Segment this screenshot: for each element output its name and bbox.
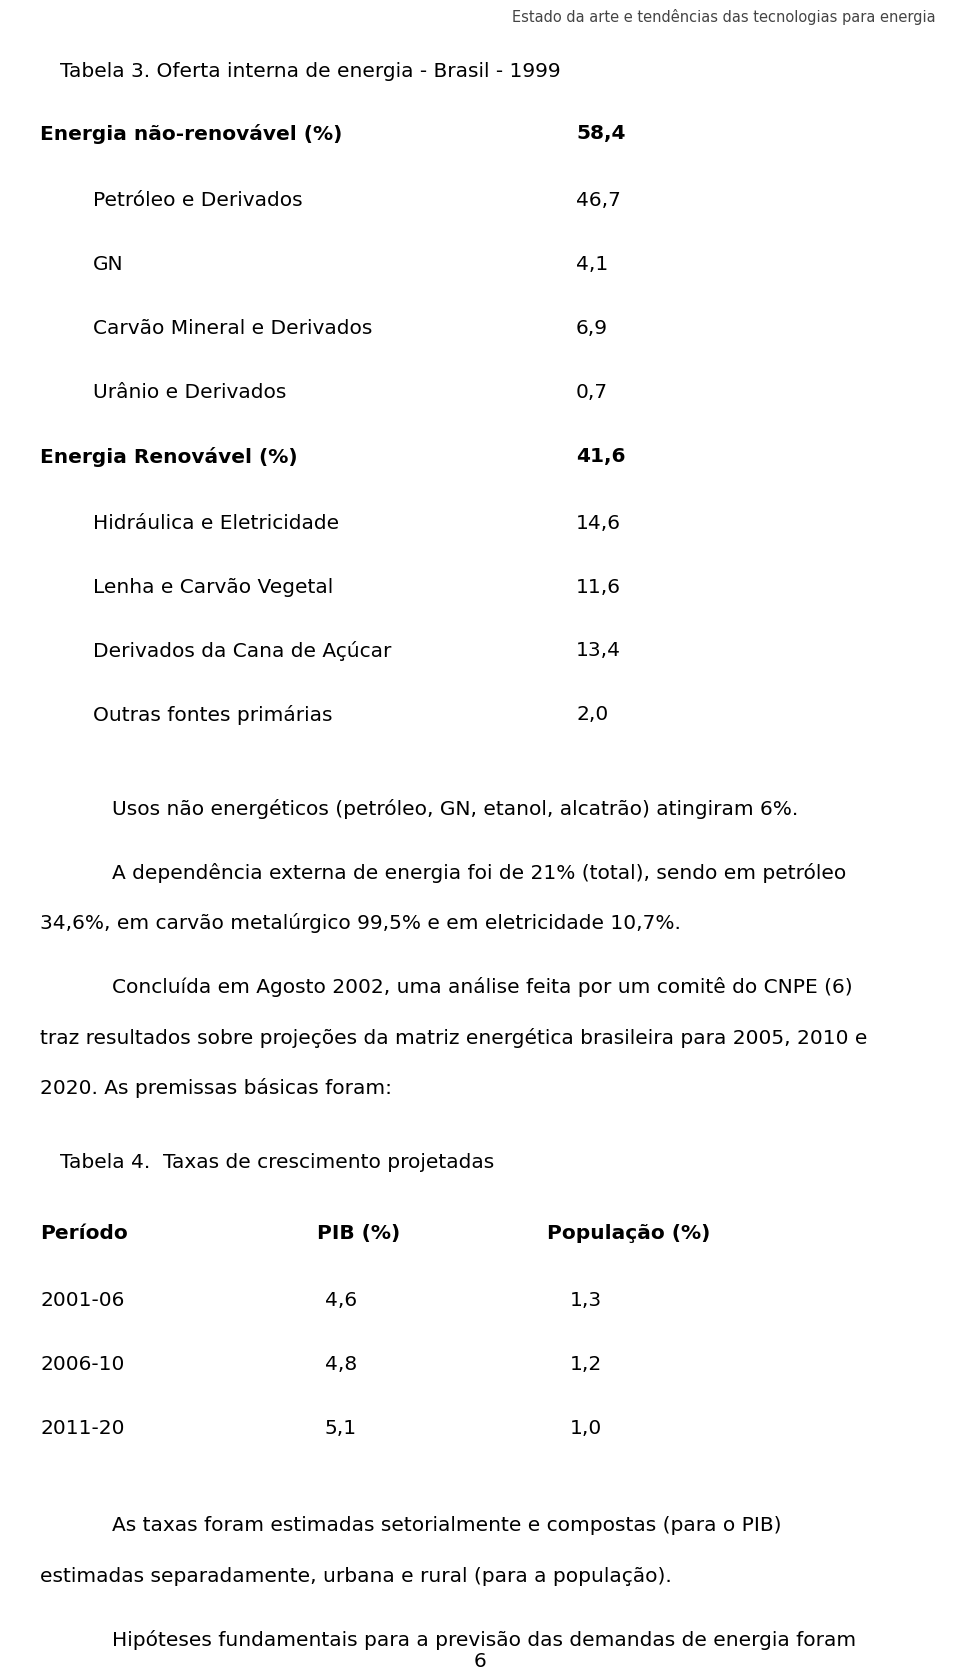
Text: 2020. As premissas básicas foram:: 2020. As premissas básicas foram: <box>40 1078 393 1098</box>
Text: 46,7: 46,7 <box>576 191 621 210</box>
Text: 11,6: 11,6 <box>576 578 621 596</box>
Text: 5,1: 5,1 <box>324 1419 357 1437</box>
Text: Lenha e Carvão Vegetal: Lenha e Carvão Vegetal <box>93 578 333 596</box>
Text: 6: 6 <box>473 1652 487 1671</box>
Text: GN: GN <box>93 255 124 274</box>
Text: Estado da arte e tendências das tecnologias para energia: Estado da arte e tendências das tecnolog… <box>513 8 936 25</box>
Text: 2011-20: 2011-20 <box>40 1419 125 1437</box>
Text: 2006-10: 2006-10 <box>40 1355 125 1373</box>
Text: Petróleo e Derivados: Petróleo e Derivados <box>93 191 302 210</box>
Text: Outras fontes primárias: Outras fontes primárias <box>93 705 332 725</box>
Text: 34,6%, em carvão metalúrgico 99,5% e em eletricidade 10,7%.: 34,6%, em carvão metalúrgico 99,5% e em … <box>40 913 682 934</box>
Text: 1,0: 1,0 <box>569 1419 602 1437</box>
Text: 41,6: 41,6 <box>576 447 626 465</box>
Text: As taxas foram estimadas setorialmente e compostas (para o PIB): As taxas foram estimadas setorialmente e… <box>112 1516 781 1535</box>
Text: Hipóteses fundamentais para a previsão das demandas de energia foram: Hipóteses fundamentais para a previsão d… <box>112 1630 856 1650</box>
Text: 4,6: 4,6 <box>324 1291 357 1310</box>
Text: 2,0: 2,0 <box>576 705 609 724</box>
Text: 4,8: 4,8 <box>324 1355 357 1373</box>
Text: 14,6: 14,6 <box>576 514 621 532</box>
Text: Usos não energéticos (petróleo, GN, etanol, alcatrão) atingiram 6%.: Usos não energéticos (petróleo, GN, etan… <box>112 799 799 819</box>
Text: Energia Renovável (%): Energia Renovável (%) <box>40 447 298 467</box>
Text: PIB (%): PIB (%) <box>317 1224 400 1242</box>
Text: Derivados da Cana de Açúcar: Derivados da Cana de Açúcar <box>93 641 392 662</box>
Text: 0,7: 0,7 <box>576 383 608 401</box>
Text: Urânio e Derivados: Urânio e Derivados <box>93 383 286 401</box>
Text: Energia não-renovável (%): Energia não-renovável (%) <box>40 124 343 144</box>
Text: 1,3: 1,3 <box>569 1291 602 1310</box>
Text: 2001-06: 2001-06 <box>40 1291 125 1310</box>
Text: 4,1: 4,1 <box>576 255 609 274</box>
Text: Concluída em Agosto 2002, uma análise feita por um comitê do CNPE (6): Concluída em Agosto 2002, uma análise fe… <box>112 977 852 997</box>
Text: População (%): População (%) <box>547 1224 710 1242</box>
Text: 58,4: 58,4 <box>576 124 626 143</box>
Text: 13,4: 13,4 <box>576 641 621 660</box>
Text: Tabela 4.  Taxas de crescimento projetadas: Tabela 4. Taxas de crescimento projetada… <box>60 1153 493 1172</box>
Text: 6,9: 6,9 <box>576 319 608 337</box>
Text: Período: Período <box>40 1224 128 1242</box>
Text: Carvão Mineral e Derivados: Carvão Mineral e Derivados <box>93 319 372 337</box>
Text: Hidráulica e Eletricidade: Hidráulica e Eletricidade <box>93 514 339 532</box>
Text: traz resultados sobre projeções da matriz energética brasileira para 2005, 2010 : traz resultados sobre projeções da matri… <box>40 1028 868 1048</box>
Text: 1,2: 1,2 <box>569 1355 602 1373</box>
Text: estimadas separadamente, urbana e rural (para a população).: estimadas separadamente, urbana e rural … <box>40 1567 672 1585</box>
Text: Tabela 3. Oferta interna de energia - Brasil - 1999: Tabela 3. Oferta interna de energia - Br… <box>60 62 560 81</box>
Text: A dependência externa de energia foi de 21% (total), sendo em petróleo: A dependência externa de energia foi de … <box>112 863 847 883</box>
